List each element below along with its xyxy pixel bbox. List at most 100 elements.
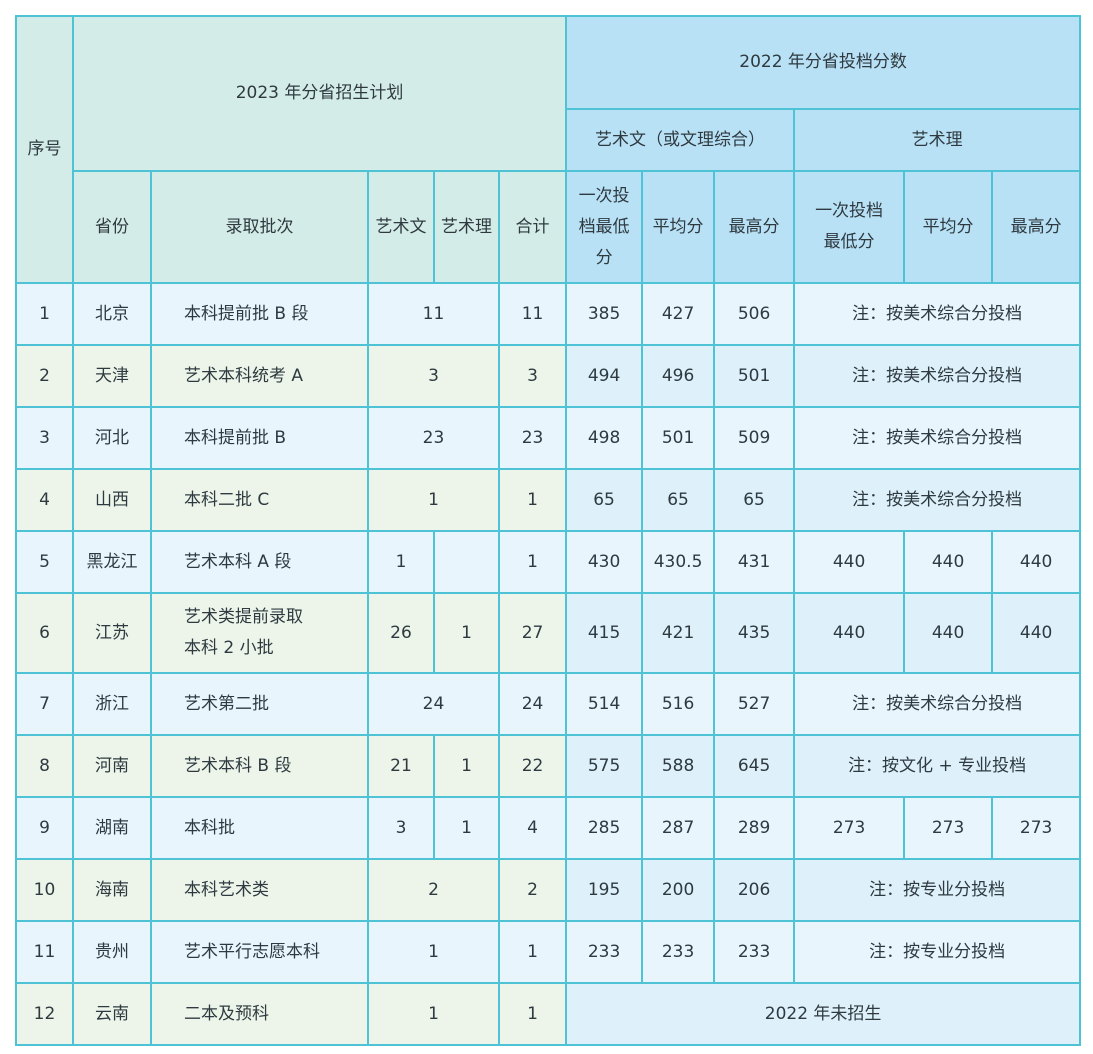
cell-note: 注：按美术综合分投档 <box>793 468 1082 532</box>
cell-index: 4 <box>15 468 74 532</box>
cell-note: 注：按专业分投档 <box>793 920 1082 984</box>
table-row: 10 海南 本科艺术类 2 2 195 200 206 注：按专业分投档 <box>15 858 1082 922</box>
cell-batch: 艺术本科 A 段 <box>150 530 369 594</box>
cell-min-lit: 575 <box>565 734 644 798</box>
cell-index: 11 <box>15 920 74 984</box>
cell-batch: 本科提前批 B 段 <box>150 282 369 346</box>
cell-max-lit: 65 <box>713 468 796 532</box>
cell-plan: 1 <box>367 982 500 1046</box>
header-max-lit: 最高分 <box>713 170 796 284</box>
cell-province: 山西 <box>72 468 152 532</box>
cell-note: 注：按专业分投档 <box>793 858 1082 922</box>
header-province: 省份 <box>72 170 152 284</box>
header-total: 合计 <box>497 170 568 284</box>
cell-plan-sci: 1 <box>433 734 500 798</box>
cell-province: 黑龙江 <box>72 530 152 594</box>
cell-note: 注：按美术综合分投档 <box>793 344 1082 408</box>
cell-note: 注：按文化 + 专业投档 <box>793 734 1082 798</box>
cell-total: 1 <box>497 530 568 594</box>
header-min-sci: 一次投档 最低分 <box>793 170 906 284</box>
cell-batch: 艺术类提前录取 本科 2 小批 <box>150 592 369 674</box>
cell-min-lit: 415 <box>565 592 644 674</box>
cell-max-sci: 273 <box>991 796 1082 860</box>
cell-batch: 艺术本科 B 段 <box>150 734 369 798</box>
cell-max-lit: 501 <box>713 344 796 408</box>
header-avg-sci: 平均分 <box>903 170 994 284</box>
cell-min-lit: 233 <box>565 920 644 984</box>
cell-plan-lit: 1 <box>367 530 435 594</box>
table-row: 4 山西 本科二批 C 1 1 65 65 65 注：按美术综合分投档 <box>15 468 1082 532</box>
cell-batch: 艺术本科统考 A <box>150 344 369 408</box>
cell-index: 3 <box>15 406 74 470</box>
cell-total: 11 <box>497 282 568 346</box>
cell-avg-lit: 200 <box>641 858 716 922</box>
cell-min-lit: 430 <box>565 530 644 594</box>
cell-total: 1 <box>497 982 568 1046</box>
cell-max-lit: 431 <box>713 530 796 594</box>
cell-province: 贵州 <box>72 920 152 984</box>
cell-max-lit: 506 <box>713 282 796 346</box>
cell-min-sci: 273 <box>793 796 906 860</box>
cell-note: 注：按美术综合分投档 <box>793 672 1082 736</box>
cell-min-sci: 440 <box>793 530 906 594</box>
cell-province: 海南 <box>72 858 152 922</box>
header-arts-sci: 艺术理 <box>793 108 1082 172</box>
cell-max-lit: 206 <box>713 858 796 922</box>
cell-total: 2 <box>497 858 568 922</box>
cell-total: 27 <box>497 592 568 674</box>
cell-total: 22 <box>497 734 568 798</box>
cell-province: 北京 <box>72 282 152 346</box>
header-min-lit: 一次投 档最低 分 <box>565 170 644 284</box>
header-plan-sci: 艺术理 <box>433 170 500 284</box>
cell-index: 1 <box>15 282 74 346</box>
cell-min-sci: 440 <box>793 592 906 674</box>
cell-min-lit: 514 <box>565 672 644 736</box>
cell-index: 5 <box>15 530 74 594</box>
cell-avg-lit: 496 <box>641 344 716 408</box>
header-index: 序号 <box>15 15 74 284</box>
cell-max-sci: 440 <box>991 530 1082 594</box>
cell-max-lit: 233 <box>713 920 796 984</box>
cell-batch: 二本及预科 <box>150 982 369 1046</box>
cell-total: 4 <box>497 796 568 860</box>
cell-avg-sci: 440 <box>903 592 994 674</box>
cell-min-lit: 195 <box>565 858 644 922</box>
cell-plan: 2 <box>367 858 500 922</box>
cell-index: 2 <box>15 344 74 408</box>
cell-min-lit: 494 <box>565 344 644 408</box>
cell-province: 浙江 <box>72 672 152 736</box>
cell-province: 河南 <box>72 734 152 798</box>
header-plan-lit: 艺术文 <box>367 170 435 284</box>
table-row: 8 河南 艺术本科 B 段 21 1 22 575 588 645 注：按文化 + 专业投档 <box>15 734 1082 798</box>
table-row: 5 黑龙江 艺术本科 A 段 1 1 430 430.5 431 440 440 440 <box>15 530 1082 594</box>
cell-plan-sci: 1 <box>433 796 500 860</box>
cell-note: 注：按美术综合分投档 <box>793 406 1082 470</box>
table-row: 12 云南 二本及预科 1 1 2022 年未招生 <box>15 982 1082 1046</box>
cell-plan: 23 <box>367 406 500 470</box>
cell-note: 注：按美术综合分投档 <box>793 282 1082 346</box>
table-row: 3 河北 本科提前批 B 23 23 498 501 509 注：按美术综合分投档 <box>15 406 1082 470</box>
cell-avg-lit: 588 <box>641 734 716 798</box>
header-score-title: 2022 年分省投档分数 <box>565 15 1082 110</box>
cell-plan-lit: 26 <box>367 592 435 674</box>
cell-index: 12 <box>15 982 74 1046</box>
cell-avg-sci: 440 <box>903 530 994 594</box>
cell-avg-lit: 65 <box>641 468 716 532</box>
cell-max-lit: 527 <box>713 672 796 736</box>
header-max-sci: 最高分 <box>991 170 1082 284</box>
cell-plan-lit: 3 <box>367 796 435 860</box>
cell-index: 7 <box>15 672 74 736</box>
cell-note: 2022 年未招生 <box>565 982 1082 1046</box>
cell-total: 23 <box>497 406 568 470</box>
cell-avg-lit: 233 <box>641 920 716 984</box>
cell-avg-lit: 430.5 <box>641 530 716 594</box>
cell-province: 河北 <box>72 406 152 470</box>
cell-index: 10 <box>15 858 74 922</box>
cell-plan-lit: 21 <box>367 734 435 798</box>
cell-total: 1 <box>497 920 568 984</box>
cell-plan: 1 <box>367 920 500 984</box>
cell-avg-lit: 501 <box>641 406 716 470</box>
cell-min-lit: 498 <box>565 406 644 470</box>
cell-max-sci: 440 <box>991 592 1082 674</box>
cell-avg-lit: 287 <box>641 796 716 860</box>
